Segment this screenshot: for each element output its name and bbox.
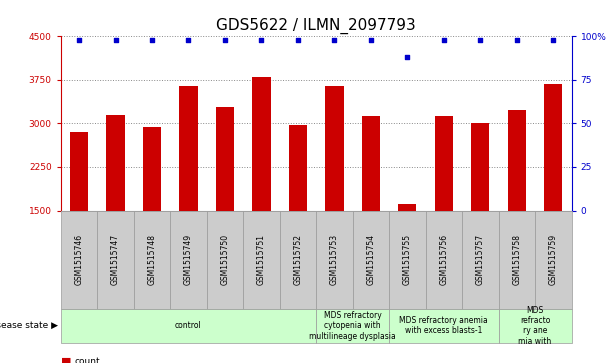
Point	[111, 37, 120, 43]
Text: GSM1515759: GSM1515759	[549, 234, 558, 285]
Bar	[508, 110, 526, 298]
Point	[475, 37, 485, 43]
Text: MDS refractory
cytopenia with
multilineage dysplasia: MDS refractory cytopenia with multilinea…	[309, 311, 396, 341]
Text: GSM1515758: GSM1515758	[513, 234, 521, 285]
Bar	[544, 84, 562, 298]
Point	[74, 37, 84, 43]
Text: MDS refractory anemia
with excess blasts-1: MDS refractory anemia with excess blasts…	[399, 316, 488, 335]
Text: GSM1515753: GSM1515753	[330, 234, 339, 285]
Text: GSM1515751: GSM1515751	[257, 234, 266, 285]
Point	[330, 37, 339, 43]
Text: GSM1515746: GSM1515746	[75, 234, 83, 285]
Text: GSM1515750: GSM1515750	[221, 234, 229, 285]
Bar	[325, 86, 344, 298]
Text: GSM1515757: GSM1515757	[476, 234, 485, 285]
Bar	[471, 123, 489, 298]
Point	[220, 37, 230, 43]
Point	[293, 37, 303, 43]
Text: GSM1515747: GSM1515747	[111, 234, 120, 285]
Bar	[398, 204, 416, 298]
Title: GDS5622 / ILMN_2097793: GDS5622 / ILMN_2097793	[216, 17, 416, 33]
Text: GSM1515749: GSM1515749	[184, 234, 193, 285]
Bar	[216, 107, 234, 298]
Text: GSM1515752: GSM1515752	[294, 234, 302, 285]
Text: GSM1515755: GSM1515755	[403, 234, 412, 285]
Text: GSM1515748: GSM1515748	[148, 234, 156, 285]
Point	[548, 37, 558, 43]
Bar	[252, 77, 271, 298]
Point	[402, 54, 412, 60]
Point	[366, 37, 376, 43]
Text: GSM1515754: GSM1515754	[367, 234, 375, 285]
Point	[257, 37, 266, 43]
Point	[512, 37, 522, 43]
Text: control: control	[175, 321, 202, 330]
Bar	[106, 115, 125, 298]
Text: ■: ■	[61, 356, 71, 363]
Text: count: count	[74, 357, 100, 363]
Bar	[179, 86, 198, 298]
Text: disease state ▶: disease state ▶	[0, 321, 58, 330]
Point	[184, 37, 193, 43]
Point	[439, 37, 449, 43]
Bar	[70, 132, 88, 298]
Bar	[143, 127, 161, 298]
Text: GSM1515756: GSM1515756	[440, 234, 448, 285]
Point	[147, 37, 157, 43]
Bar	[435, 116, 453, 298]
Text: MDS
refracto
ry ane
mia with: MDS refracto ry ane mia with	[519, 306, 551, 346]
Bar	[362, 116, 380, 298]
Bar	[289, 125, 307, 298]
